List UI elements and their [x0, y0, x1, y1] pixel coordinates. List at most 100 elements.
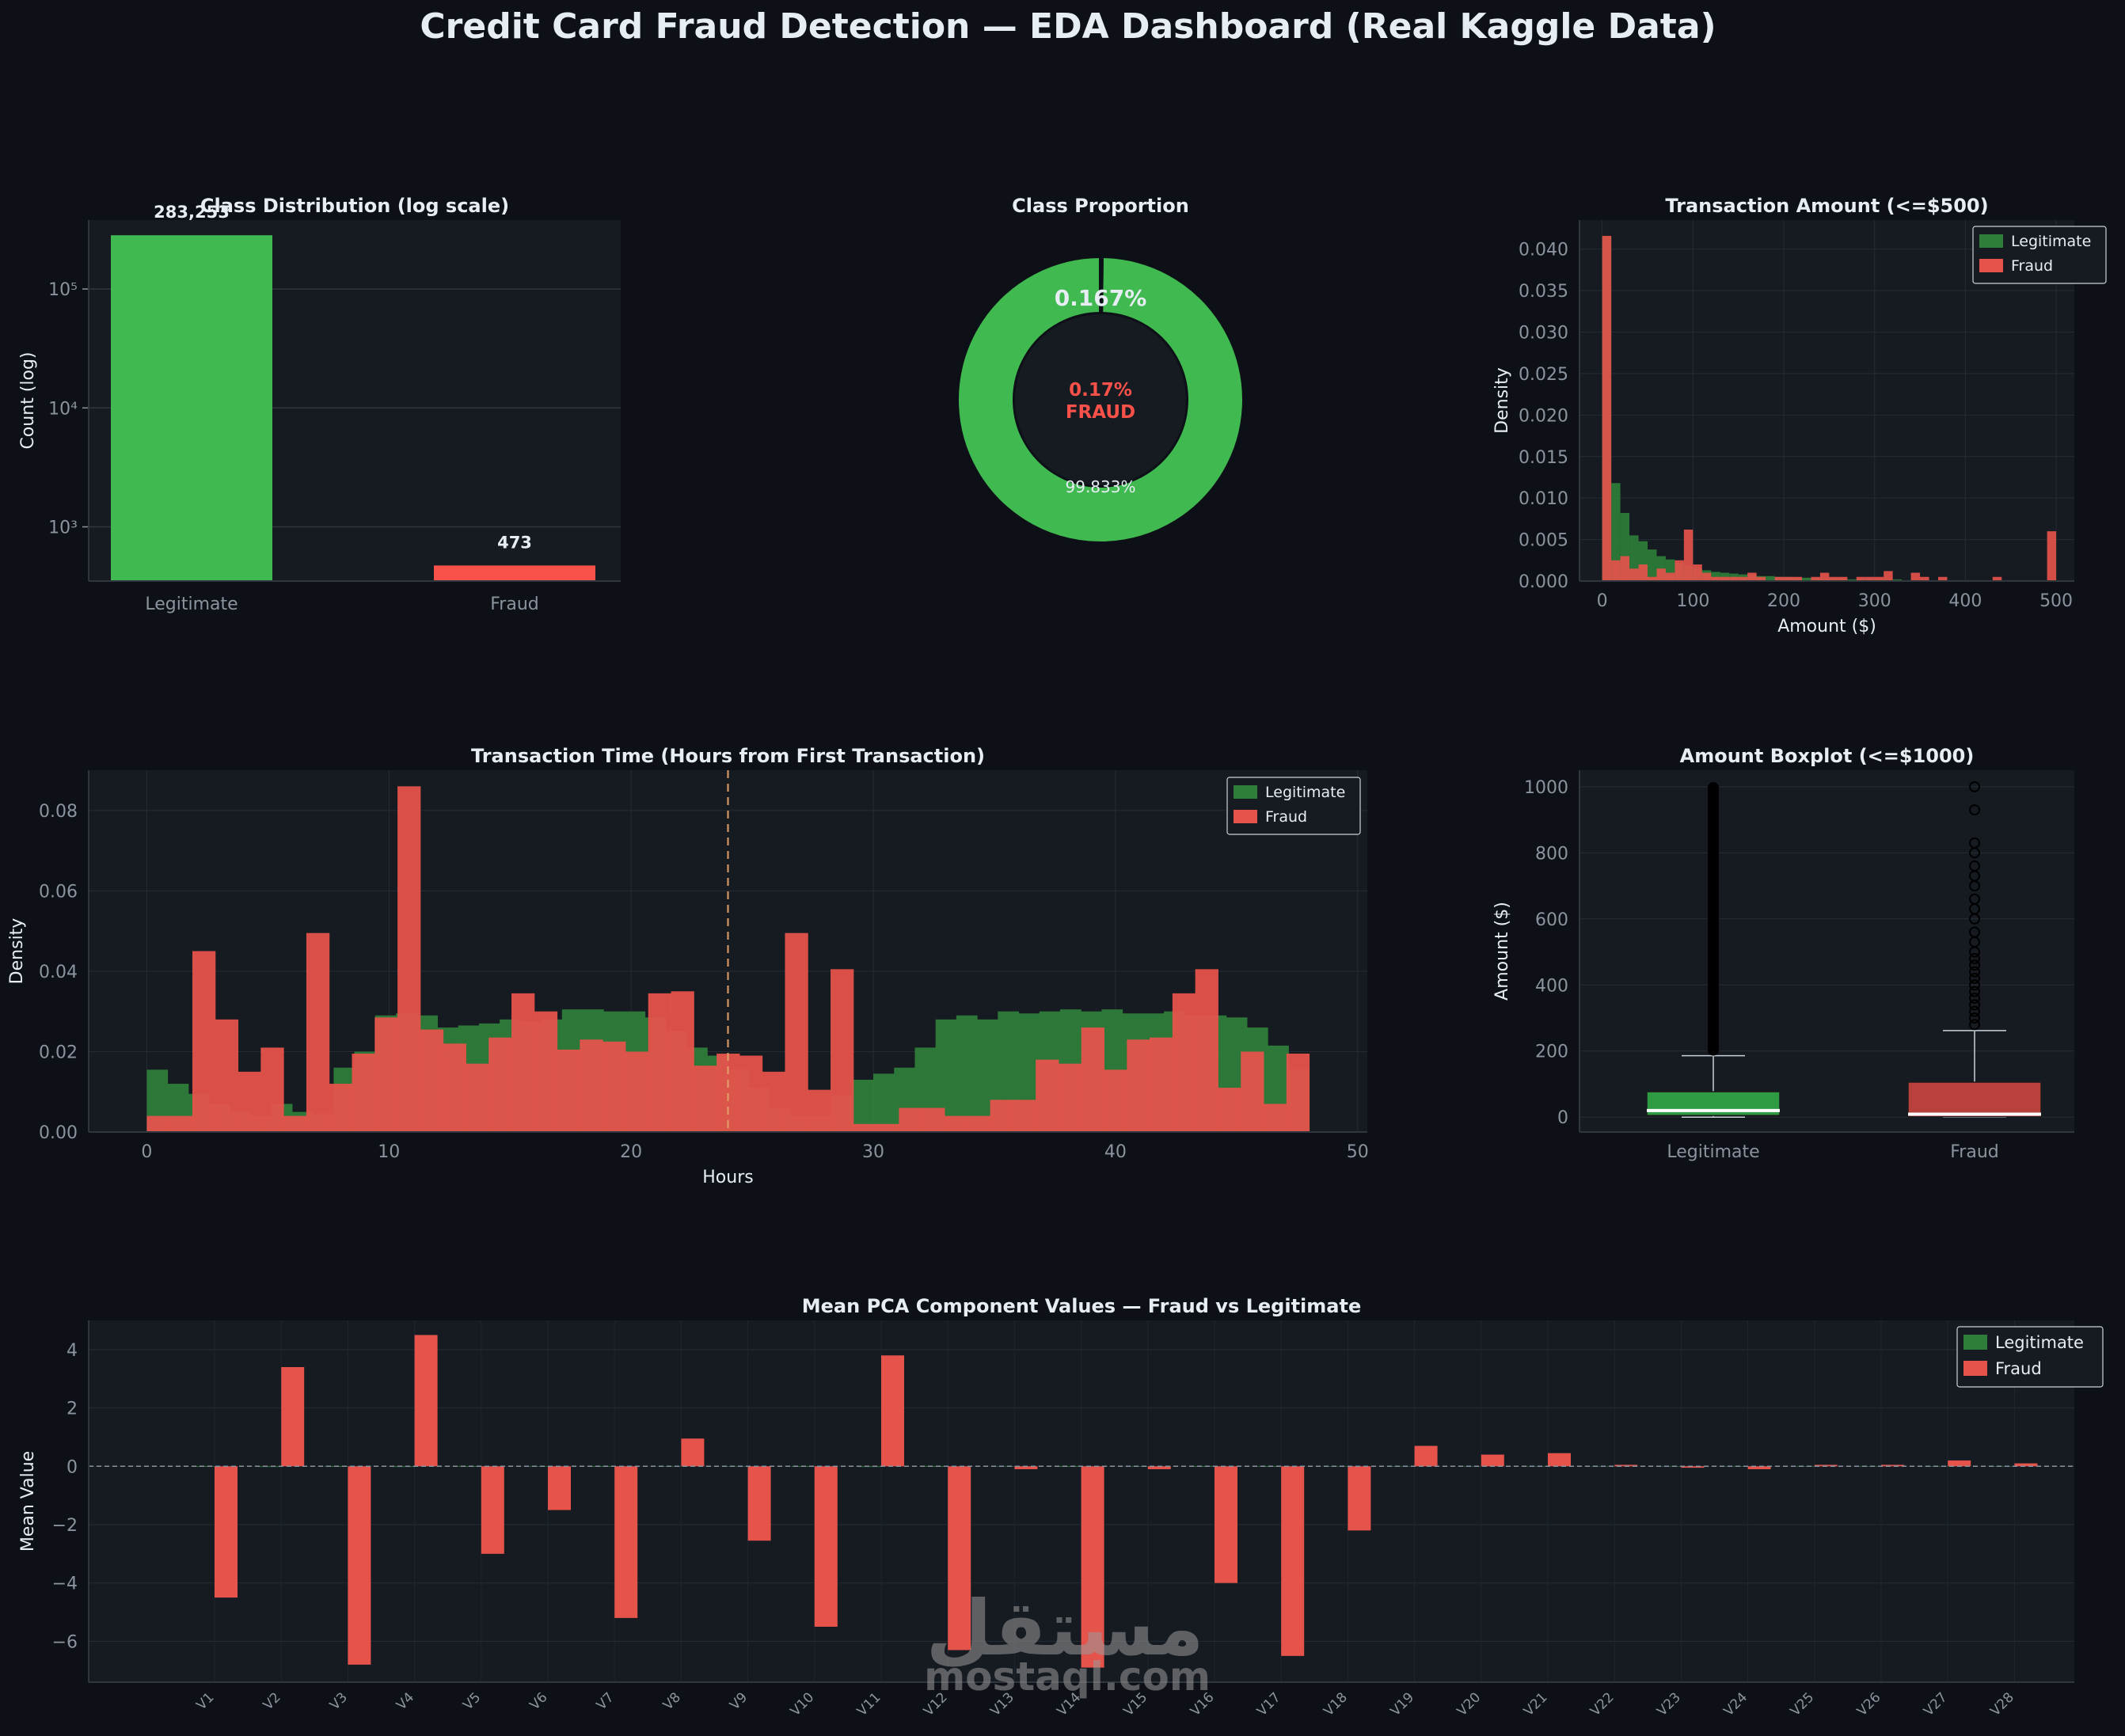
hist-bin-fraud: [785, 933, 808, 1132]
legend-swatch: [1979, 259, 2003, 272]
hist-bin-fraud: [215, 1019, 239, 1132]
chart-title: Amount Boxplot (<=$1000): [1680, 745, 1975, 767]
hist-bin-fraud: [1611, 560, 1621, 581]
y-tick-label: 0.005: [1519, 531, 1568, 551]
bar-fraud: [1881, 1464, 1904, 1467]
bar-fraud: [1147, 1466, 1171, 1469]
bar-fraud: [348, 1466, 371, 1665]
hist-bin-fraud: [352, 1053, 375, 1132]
bar-legitimate: [1991, 1466, 2015, 1467]
y-tick-label: 0.00: [39, 1123, 78, 1143]
hist-bin-legitimate: [1766, 576, 1775, 581]
hist-bin-fraud: [1910, 572, 1921, 581]
legend-label: Legitimate: [1995, 1333, 2084, 1352]
time-histogram-chart: Transaction Time (Hours from First Trans…: [7, 745, 1369, 1187]
legend-box: [1956, 1326, 2104, 1388]
x-tick-label: 0: [1597, 591, 1608, 611]
y-tick-label: 10⁴: [48, 399, 78, 419]
outliers-legitimate: [1708, 781, 1719, 1056]
hist-bin-fraud: [1992, 576, 2002, 581]
bar-fraud: [1681, 1466, 1705, 1468]
x-tick-label: Legitimate: [1667, 1142, 1759, 1162]
outlier-fraud: [1969, 972, 1980, 984]
hist-bin-fraud: [831, 969, 854, 1132]
y-tick-label: 0.030: [1519, 324, 1568, 344]
x-tick-label: 30: [862, 1142, 884, 1162]
hist-bin-legitimate: [1665, 559, 1675, 581]
x-tick-label: Fraud: [1950, 1142, 1999, 1162]
plot-area: [1579, 770, 2074, 1132]
amount-histogram-chart: Transaction Amount (<=$500) 0.000 0.005 0.0…: [1492, 195, 2107, 636]
y-tick-label: 0: [1557, 1108, 1568, 1128]
bar-fraud: [614, 1466, 638, 1618]
hist-bin-legitimate: [956, 1015, 978, 1132]
hist-bin-legitimate: [1629, 535, 1639, 581]
y-tick-label: −6: [52, 1632, 78, 1652]
hist-bin-fraud: [1665, 572, 1675, 581]
legend-label: Legitimate: [1265, 784, 1345, 801]
bar-fraud: [548, 1466, 571, 1510]
box-fraud: [1907, 1081, 2042, 1118]
legend-swatch: [1963, 1361, 1987, 1376]
hist-bin-fraud: [1241, 1051, 1264, 1132]
hist-bin-fraud: [922, 1107, 945, 1132]
hist-bin-fraud: [1081, 1027, 1104, 1132]
y-tick-label: 0.06: [39, 882, 78, 902]
outlier-fraud: [1969, 952, 1980, 964]
hist-bin-fraud: [1150, 1037, 1173, 1132]
hist-bin-fraud: [1774, 576, 1785, 581]
bar-fraud: [948, 1466, 971, 1651]
chart-title: Class Proportion: [1012, 195, 1189, 217]
hist-bin-fraud: [648, 993, 672, 1132]
bar-legitimate: [1192, 1465, 1215, 1467]
hist-bin-fraud: [238, 1071, 261, 1132]
center-text: FRAUD: [1066, 402, 1135, 423]
y-tick-label: 0.02: [39, 1043, 78, 1062]
pca-means-chart: Mean PCA Component Values — Fraud vs Leg…: [18, 1295, 2104, 1719]
hist-bin-legitimate: [1620, 513, 1630, 581]
hist-bin-fraud: [1172, 993, 1196, 1132]
hist-bin-legitimate: [1711, 572, 1720, 581]
hist-bin-fraud: [1884, 571, 1893, 581]
hist-bin-fraud: [899, 1107, 922, 1132]
y-tick-label: 0.000: [1519, 572, 1568, 592]
hist-bin-fraud: [1784, 576, 1793, 581]
hist-bin-fraud: [1792, 576, 1802, 581]
hist-bin-fraud: [1856, 576, 1866, 581]
y-axis-label: Amount ($): [1492, 902, 1512, 1001]
x-tick-label: 20: [620, 1142, 642, 1162]
hist-bin-fraud: [283, 1115, 307, 1132]
hist-bin-fraud: [1264, 1104, 1287, 1132]
hist-bin-fraud: [876, 1123, 899, 1132]
hist-bin-legitimate: [852, 1079, 874, 1132]
hist-bin-fraud: [1729, 576, 1739, 581]
outlier-fraud: [1969, 860, 1980, 872]
x-tick-label: 40: [1104, 1142, 1127, 1162]
hist-bin-fraud: [1036, 1059, 1059, 1132]
hist-bin-fraud: [1629, 568, 1639, 581]
hist-bin-legitimate: [1847, 579, 1857, 581]
x-tick-label: 0: [141, 1142, 152, 1162]
hist-bin-fraud: [1620, 556, 1630, 581]
outlier-fraud: [1969, 926, 1980, 938]
bar-fraud: [1281, 1466, 1305, 1656]
chart-title: Class Distribution (log scale): [200, 195, 509, 217]
outlier-fraud: [1969, 966, 1980, 978]
chart-title: Transaction Amount (<=$500): [1665, 195, 1988, 217]
bar-fraud: [1481, 1454, 1504, 1467]
y-tick-label: 200: [1535, 1043, 1568, 1062]
hist-bin-fraud: [488, 1037, 512, 1132]
hist-bin-fraud: [1720, 576, 1730, 581]
bar-fraud: [747, 1466, 771, 1541]
bar-fraud: [1548, 1453, 1571, 1467]
outlier-fraud: [1969, 804, 1980, 816]
page-title: Credit Card Fraud Detection — EDA Dashbo…: [420, 6, 1716, 47]
hist-bin-fraud: [1874, 576, 1884, 581]
legend-swatch: [1979, 234, 2003, 248]
legend-label: Fraud: [1265, 808, 1307, 826]
x-tick-label: Legitimate: [145, 594, 238, 614]
bar-fraud: [1948, 1460, 1971, 1467]
y-tick-label: 0.040: [1519, 241, 1568, 260]
hist-bin-fraud: [1656, 568, 1666, 581]
y-tick-label: 0.020: [1519, 406, 1568, 426]
